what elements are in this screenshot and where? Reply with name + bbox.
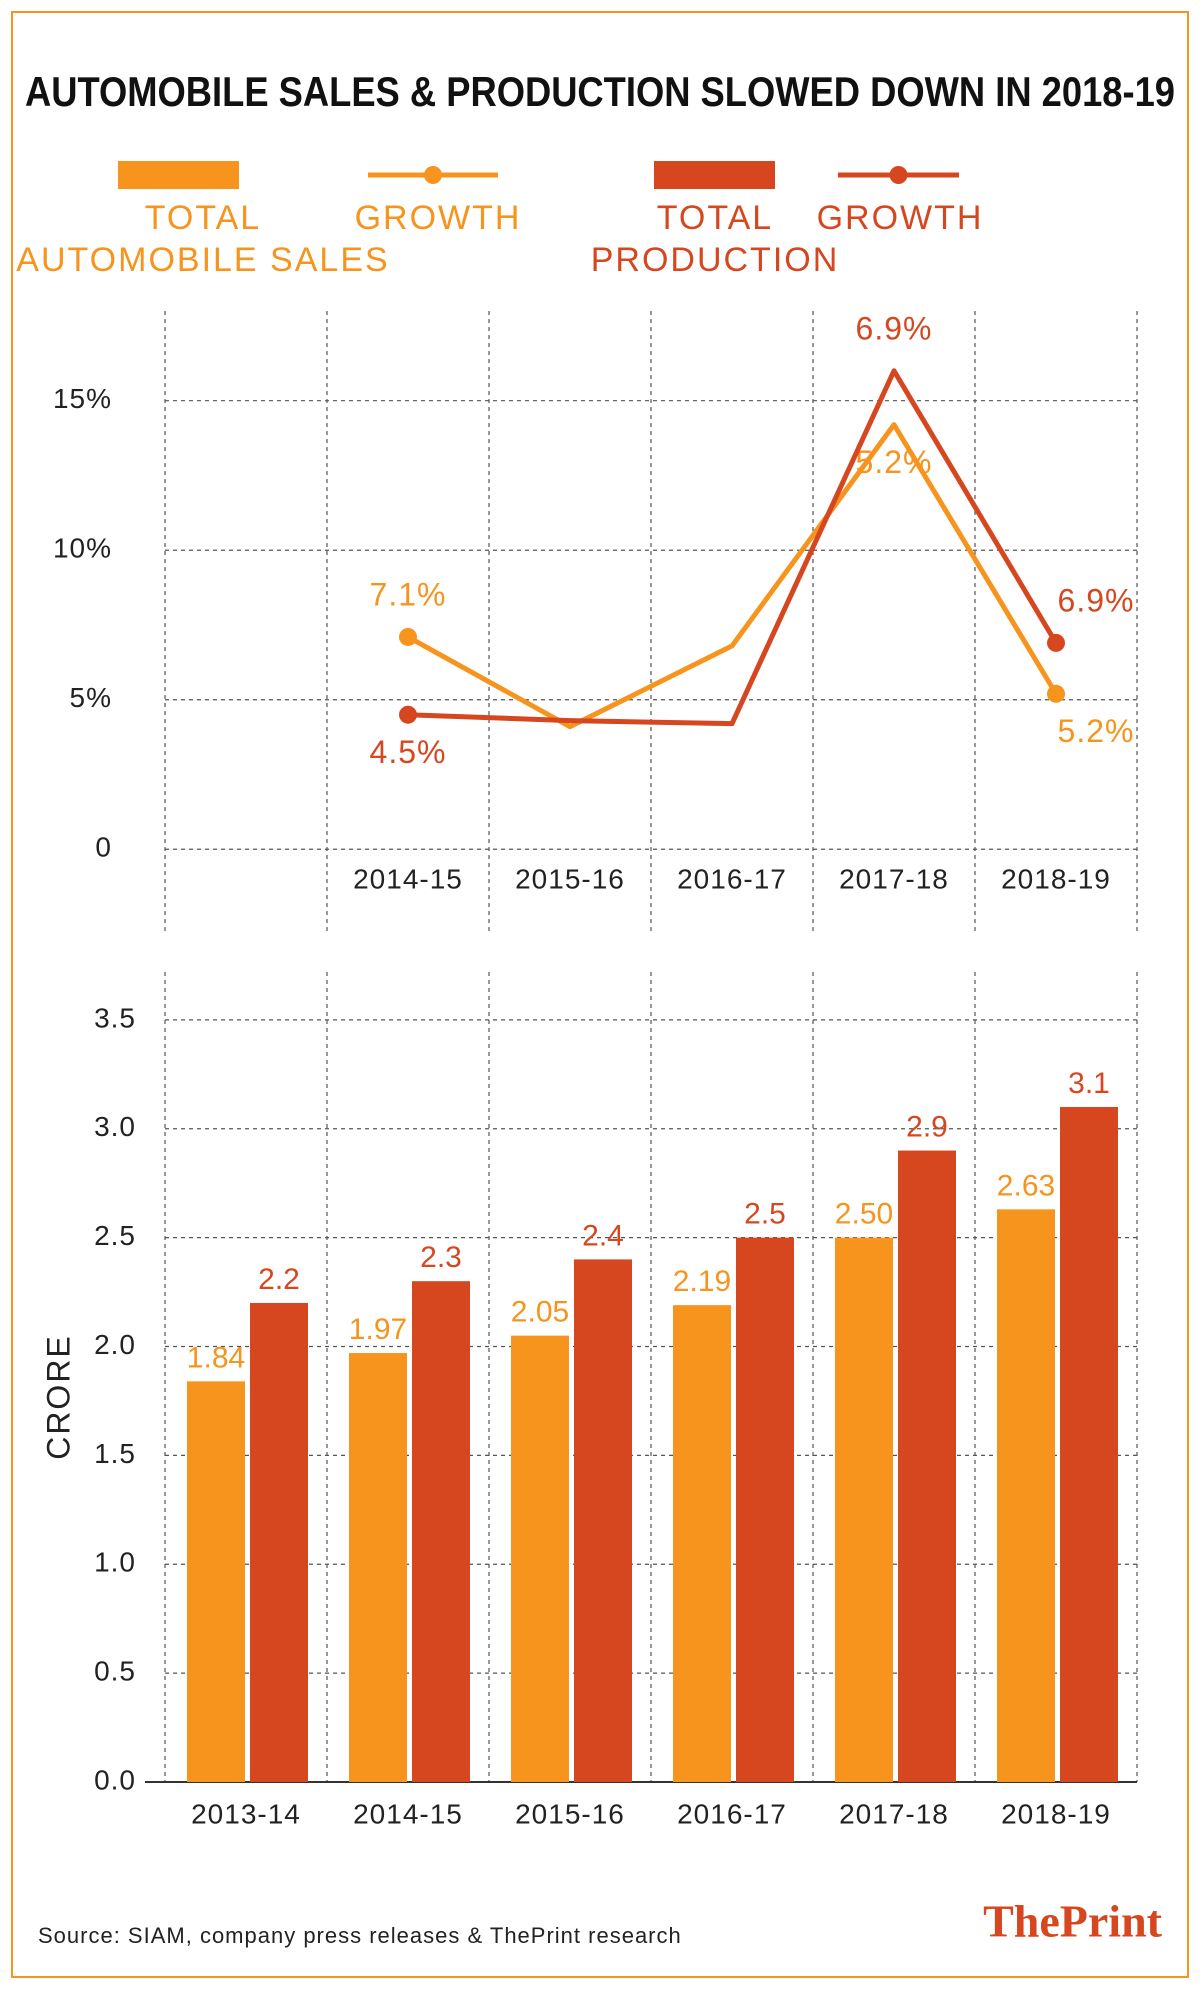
bar (511, 1335, 569, 1782)
y-tick-label: 3.0 (94, 1111, 136, 1142)
value-label: 2.9 (906, 1110, 948, 1143)
x-tick-label: 2017-18 (839, 863, 949, 894)
brand-logo: ThePrint (983, 1896, 1163, 1947)
bar (835, 1237, 893, 1782)
legend-label: GROWTH (354, 199, 522, 237)
y-tick-label: 10% (53, 533, 112, 564)
x-tick-label: 2014-15 (353, 863, 463, 894)
growth-line (407, 368, 1059, 727)
x-tick-label: 2015-16 (515, 863, 625, 894)
point-label: 6.9% (1058, 582, 1135, 618)
y-tick-label: 3.5 (94, 1002, 136, 1033)
y-tick-label: 1.0 (94, 1547, 136, 1578)
value-label: 2.3 (420, 1241, 462, 1274)
x-tick-label: 2016-17 (677, 863, 787, 894)
value-label: 3.1 (1068, 1067, 1110, 1100)
bar (250, 1302, 308, 1782)
legend-swatch (654, 161, 775, 189)
frame (11, 11, 1189, 1978)
bar (736, 1237, 794, 1782)
x-tick-label: 2016-17 (677, 1798, 787, 1829)
legend-label: TOTAL PRODUCTION (590, 199, 840, 279)
point-label: 6.9% (856, 310, 933, 346)
y-tick-label: 0.5 (94, 1656, 136, 1687)
growth-line (406, 422, 1059, 730)
y-tick-label: 1.5 (94, 1438, 136, 1469)
bar (673, 1305, 731, 1782)
title: AUTOMOBILE SALES & PRODUCTION SLOWED DOW… (25, 68, 1175, 115)
x-tick-label: 2015-16 (515, 1798, 625, 1829)
value-label: 2.19 (673, 1265, 731, 1298)
y-tick-label: 2.5 (94, 1220, 136, 1251)
y-tick-label: 5% (70, 682, 112, 713)
bar (187, 1381, 245, 1782)
line-point (1047, 633, 1065, 652)
x-tick-label: 2017-18 (839, 1798, 949, 1829)
point-label: 7.1% (370, 576, 447, 612)
value-label: 2.5 (744, 1198, 786, 1231)
y-axis-label: CRORE (40, 1334, 76, 1460)
value-label: 1.97 (349, 1313, 407, 1346)
line-point (399, 627, 417, 646)
source: Source: SIAM, company press releases & T… (38, 1923, 682, 1948)
value-label: 1.84 (187, 1341, 245, 1374)
bar (1060, 1107, 1118, 1782)
legend-label: TOTAL AUTOMOBILE SALES (16, 199, 390, 279)
point-label: 5.2% (856, 444, 933, 480)
bar (574, 1259, 632, 1782)
y-tick-label: 15% (53, 383, 112, 414)
value-label: 2.50 (835, 1198, 893, 1231)
point-label: 5.2% (1058, 713, 1135, 749)
x-tick-label: 2014-15 (353, 1798, 463, 1829)
value-label: 2.63 (997, 1169, 1055, 1202)
value-label: 2.05 (511, 1296, 569, 1329)
bar (997, 1209, 1055, 1782)
y-tick-label: 0.0 (94, 1764, 136, 1795)
line-point (399, 705, 417, 724)
legend-swatch (118, 161, 239, 189)
point-label: 4.5% (370, 734, 447, 770)
value-label: 2.2 (258, 1263, 300, 1296)
value-label: 2.4 (582, 1219, 624, 1252)
y-tick-label: 2.0 (94, 1329, 136, 1360)
legend-swatch-dot (889, 166, 908, 184)
bar (412, 1281, 470, 1782)
legend-swatch-dot (424, 166, 442, 184)
bar (898, 1150, 956, 1782)
line-point (1047, 684, 1065, 703)
y-tick-label: 0 (95, 832, 112, 863)
bar (349, 1353, 407, 1782)
x-tick-label: 2018-19 (1001, 863, 1111, 894)
legend-label: GROWTH (816, 199, 984, 237)
x-tick-label: 2013-14 (191, 1798, 301, 1829)
x-tick-label: 2018-19 (1001, 1798, 1111, 1829)
